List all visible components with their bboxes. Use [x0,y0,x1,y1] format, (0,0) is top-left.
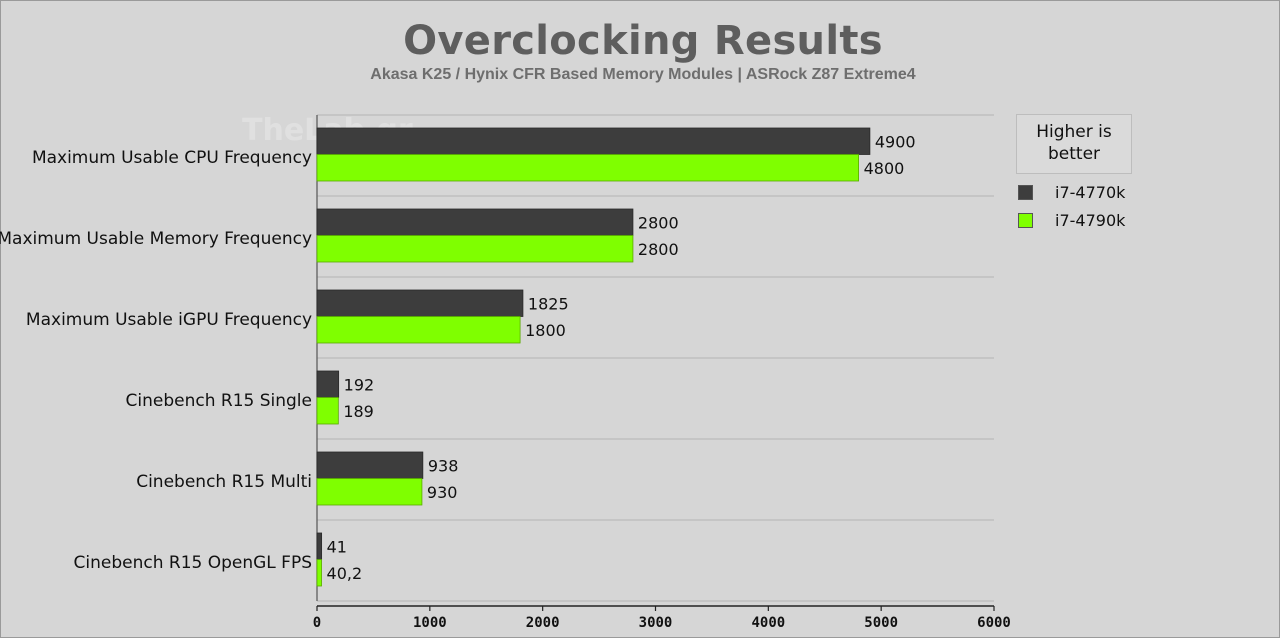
x-tick-label: 2000 [526,615,560,631]
legend-swatch-series-2 [1018,213,1033,228]
bar-i7-4770k [316,208,634,236]
x-tick-label: 1000 [413,615,447,631]
bar-i7-4790k [316,559,322,587]
bar-i7-4790k [316,154,859,182]
legend-title: Higher is better [1016,114,1132,174]
data-label: 2800 [638,240,679,259]
data-label: 40,2 [327,564,363,583]
data-label: 938 [428,456,459,475]
bar-i7-4770k [316,127,871,155]
category-label: Maximum Usable Memory Frequency [0,229,312,249]
x-tick-label: 5000 [864,615,898,631]
legend-item-series-2: i7-4790k [1018,211,1125,231]
x-tick-label: 3000 [639,615,673,631]
category-label: Maximum Usable CPU Frequency [32,148,312,168]
category-label: Cinebench R15 Single [126,391,313,411]
legend-swatch-series-1 [1018,185,1033,200]
bar-i7-4770k [316,370,340,398]
bar-i7-4770k [316,451,424,479]
x-tick-label: 4000 [751,615,785,631]
bar-i7-4790k [316,397,339,425]
data-label: 1825 [528,294,569,313]
category-label: Maximum Usable iGPU Frequency [26,310,312,330]
data-label: 1800 [525,321,566,340]
data-label: 189 [343,402,374,421]
category-label: Cinebench R15 OpenGL FPS [74,553,313,573]
data-label: 192 [344,375,375,394]
data-label: 41 [327,537,347,556]
legend-label-series-2: i7-4790k [1055,211,1126,230]
bar-i7-4790k [316,478,423,506]
chart-subtitle: Akasa K25 / Hynix CFR Based Memory Modul… [370,66,916,83]
legend-item-series-1: i7-4770k [1018,183,1125,203]
bar-i7-4770k [316,289,524,317]
bar-i7-4790k [316,316,521,344]
data-label: 4800 [864,159,905,178]
data-label: 930 [427,483,458,502]
bar-i7-4790k [316,235,634,263]
legend-label-series-1: i7-4770k [1055,183,1126,202]
x-tick-label: 0 [313,615,321,631]
chart-title: Overclocking Results [403,18,883,64]
x-tick-label: 6000 [977,615,1011,631]
bar-i7-4770k [316,532,323,560]
category-label: Cinebench R15 Multi [136,472,312,492]
data-label: 2800 [638,213,679,232]
data-label: 4900 [875,132,916,151]
